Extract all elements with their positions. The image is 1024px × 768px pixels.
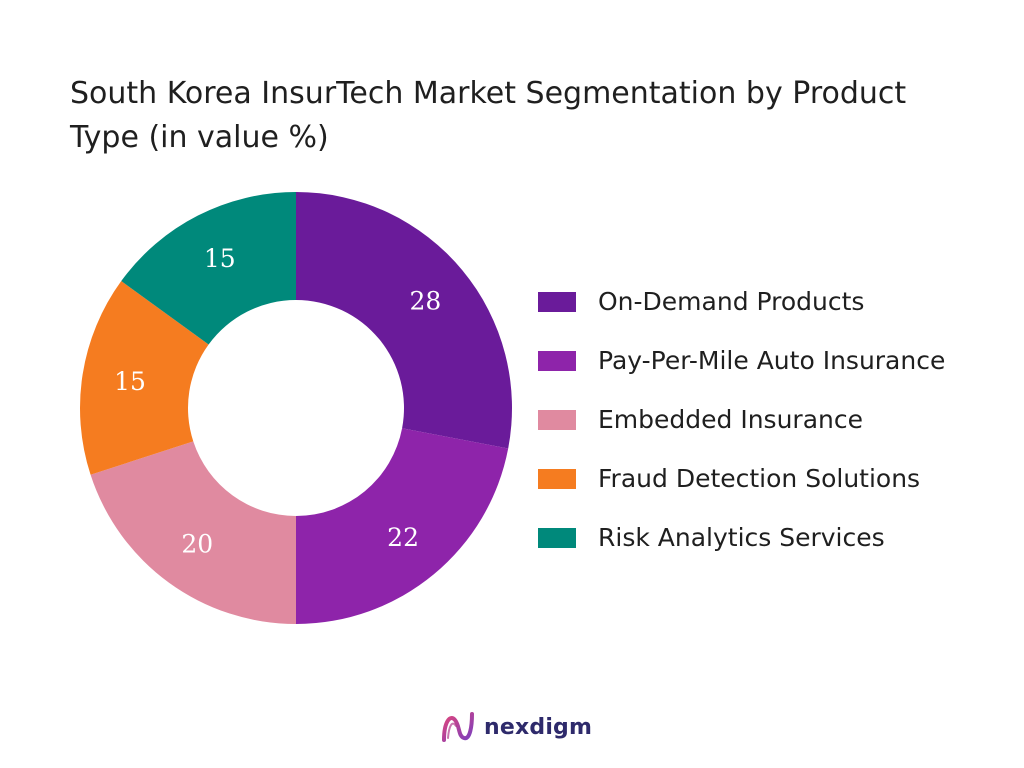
legend-item-4: Fraud Detection Solutions [538, 449, 1022, 508]
legend-item-2: Pay-Per-Mile Auto Insurance [538, 331, 1022, 390]
donut-slice-5 [121, 192, 297, 345]
legend-label-2: Pay-Per-Mile Auto Insurance [598, 346, 946, 375]
legend-label-1: On-Demand Products [598, 287, 865, 316]
legend-swatch-5 [538, 527, 576, 548]
legend-label-5: Risk Analytics Services [598, 523, 885, 552]
slice-value-label-1: 28 [410, 286, 442, 315]
legend-swatch-2 [538, 350, 576, 371]
donut-slice-1 [296, 192, 512, 449]
donut-slice-4 [80, 281, 209, 475]
donut-slice-3 [90, 441, 296, 624]
slice-value-label-2: 22 [387, 523, 419, 552]
legend-item-1: On-Demand Products [538, 272, 1022, 331]
legend-label-3: Embedded Insurance [598, 405, 863, 434]
legend-swatch-4 [538, 468, 576, 489]
slice-value-label-5: 15 [204, 244, 236, 273]
legend-item-5: Risk Analytics Services [538, 508, 1022, 567]
brand-name: nexdigm [484, 714, 593, 740]
legend: On-Demand Products Pay-Per-Mile Auto Insu… [538, 272, 1022, 567]
slice-value-label-3: 20 [181, 529, 213, 558]
chart-title: South Korea InsurTech Market Segmentatio… [70, 76, 907, 155]
legend-label-4: Fraud Detection Solutions [598, 464, 921, 493]
brand-logo: nexdigm [440, 708, 592, 746]
donut-slice-2 [296, 428, 509, 624]
legend-swatch-1 [538, 291, 576, 312]
nexdigm-logo-icon [442, 712, 474, 742]
legend-item-3: Embedded Insurance [538, 390, 1022, 449]
slice-value-label-4: 15 [114, 367, 146, 396]
legend-swatch-3 [538, 409, 576, 430]
